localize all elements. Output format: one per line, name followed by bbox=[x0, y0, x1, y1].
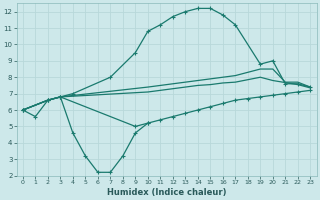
X-axis label: Humidex (Indice chaleur): Humidex (Indice chaleur) bbox=[107, 188, 226, 197]
